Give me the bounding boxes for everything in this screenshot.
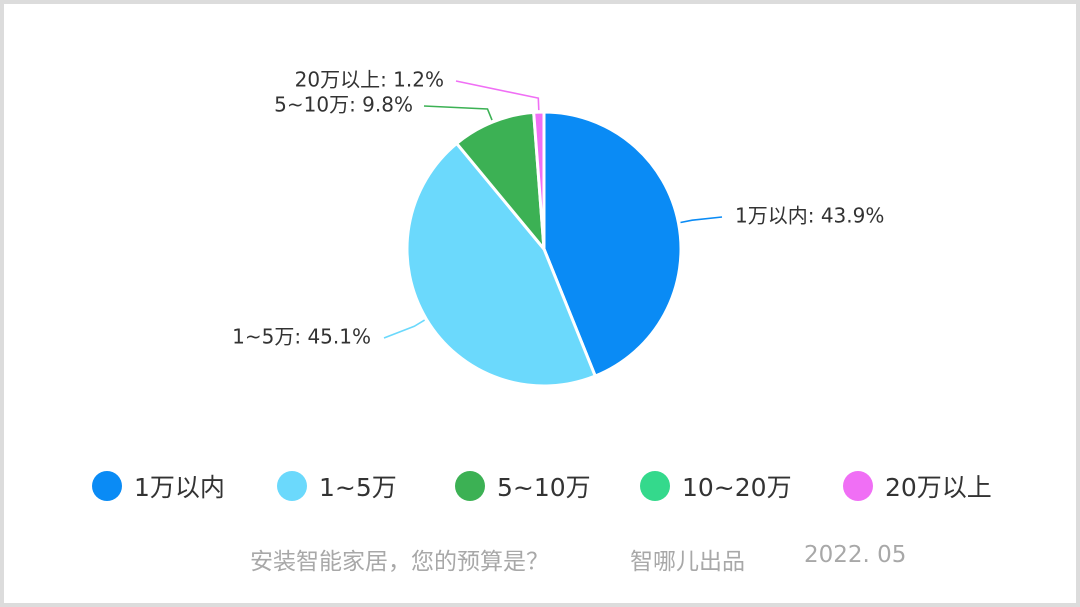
leader-line-2	[383, 319, 426, 339]
pie-slice-3	[455, 110, 546, 251]
data-label-5: 20万以上: 1.2%	[295, 68, 444, 92]
legend-label-5: 20万以上	[885, 473, 992, 502]
leader-line-3	[423, 105, 493, 121]
footer-source: 智哪儿出品	[630, 549, 745, 575]
legend-label-3: 5~10万	[497, 473, 591, 502]
legend-swatch-5	[843, 471, 873, 501]
legend: 1万以内 1~5万 5~10万 10~20万 20万以上	[92, 468, 1032, 504]
legend-swatch-2	[277, 471, 307, 501]
pie-slice-1	[542, 110, 683, 378]
pie-chart: 1万以内: 43.9% 1~5万: 45.1% 5~10万: 9.8%20万以上: …	[232, 68, 884, 388]
legend-item-2: 1~5万	[277, 468, 397, 504]
pie-slice-5	[532, 110, 546, 251]
legend-item-3: 5~10万	[455, 468, 591, 504]
data-label-3: 5~10万: 9.8%	[274, 93, 413, 117]
legend-label-4: 10~20万	[682, 473, 792, 502]
legend-swatch-1	[92, 471, 122, 501]
legend-label-1: 1万以内	[134, 473, 225, 502]
leader-line-1	[680, 216, 723, 224]
legend-swatch-3	[455, 471, 485, 501]
legend-swatch-4	[640, 471, 670, 501]
legend-item-1: 1万以内	[92, 468, 225, 504]
data-label-1: 1万以内: 43.9%	[735, 204, 884, 228]
legend-item-4: 10~20万	[640, 468, 792, 504]
leader-line-5	[455, 80, 540, 111]
footer-date: 2022. 05	[804, 542, 907, 568]
footer-caption: 安装智能家居，您的预算是？	[250, 549, 549, 575]
data-label-2: 1~5万: 45.1%	[232, 325, 371, 349]
legend-label-2: 1~5万	[319, 473, 397, 502]
legend-item-5: 20万以上	[843, 468, 992, 504]
pie-slice-2	[405, 141, 597, 388]
